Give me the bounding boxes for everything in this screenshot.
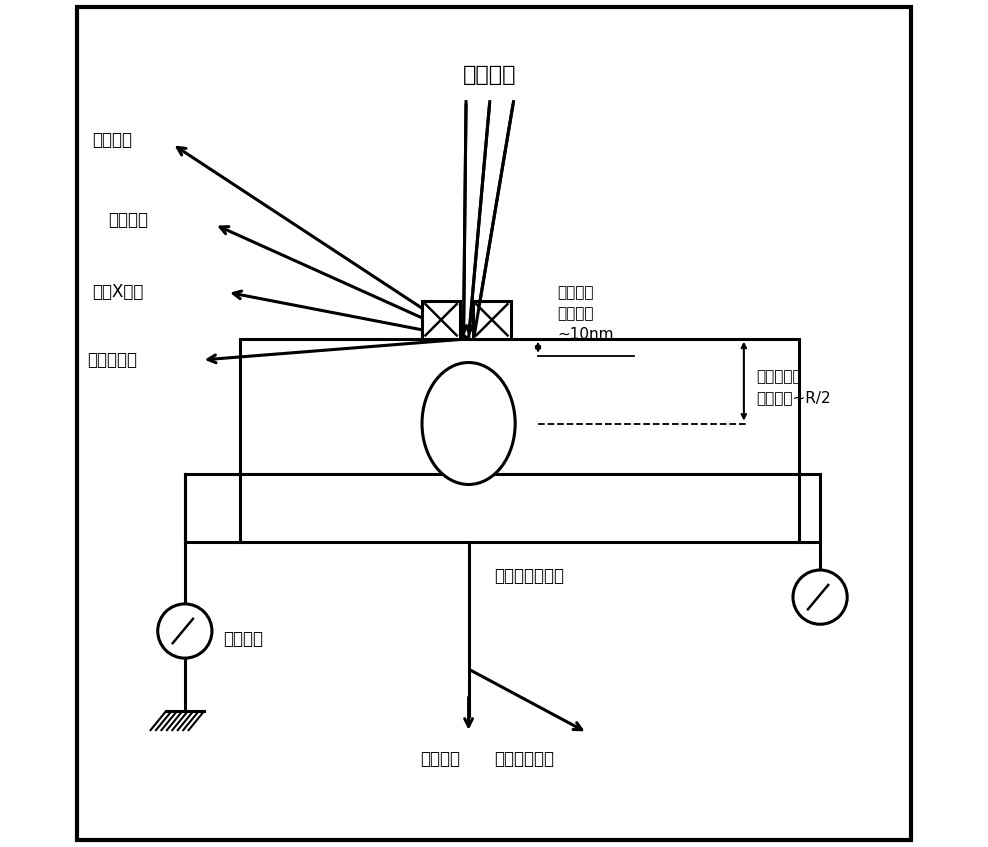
Text: 特征X射线: 特征X射线 [92, 283, 143, 302]
Text: 二次电子: 二次电子 [557, 285, 594, 300]
Text: 入射电子: 入射电子 [463, 64, 517, 85]
Text: 吸收电流: 吸收电流 [223, 630, 263, 649]
Ellipse shape [422, 363, 515, 484]
Bar [473, 301, 511, 339]
Bar [240, 339, 799, 474]
Text: 作用深度~R/2: 作用深度~R/2 [757, 390, 831, 406]
Text: 背散射电子: 背散射电子 [88, 351, 137, 369]
Text: 散射透射电子: 散射透射电子 [494, 750, 554, 767]
Bar [422, 301, 460, 339]
Text: 二次电子: 二次电子 [109, 211, 148, 230]
Circle shape [793, 570, 847, 624]
Text: 阴极荧光: 阴极荧光 [92, 130, 131, 149]
Bar [240, 474, 799, 542]
Text: 透射电子: 透射电子 [420, 750, 460, 767]
Text: 电子束诱导电流: 电子束诱导电流 [494, 567, 564, 585]
Text: ~10nm: ~10nm [557, 327, 614, 342]
Text: 作用深度: 作用深度 [557, 306, 594, 321]
Text: 背散射电子: 背散射电子 [757, 369, 802, 385]
Circle shape [158, 604, 212, 658]
